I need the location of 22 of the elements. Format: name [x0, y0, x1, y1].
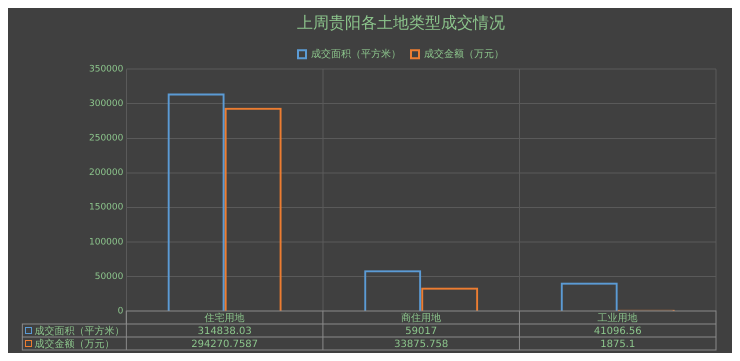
data-label: 41096.56: [594, 326, 642, 338]
data-label: 33875.758: [394, 339, 448, 350]
y-tick-label: 300000: [88, 99, 124, 110]
y-tick-label: 100000: [88, 237, 124, 248]
legend-label: 成交金额（万元）: [424, 48, 504, 60]
data-label: 294270.7587: [191, 339, 258, 350]
x-tick-label: 住宅用地: [204, 312, 245, 324]
text: 成交面积（平方米）: [34, 326, 124, 338]
y-tick-label: 250000: [88, 134, 124, 144]
data-label: 59017: [405, 326, 438, 338]
data-label: 314838.03: [198, 326, 252, 338]
chart-title: 上周贵阳各土地类型成交情况: [297, 12, 505, 32]
y-tick-label: 50000: [94, 272, 124, 282]
y-tick-label: 200000: [88, 168, 124, 178]
y-tick-label: 150000: [88, 202, 124, 213]
x-tick-label: 商住用地: [401, 312, 442, 324]
text: 成交金额（万元）: [34, 339, 114, 350]
x-tick-label: 工业用地: [598, 312, 638, 324]
y-tick-label: 0: [118, 306, 124, 316]
legend-label: 成交面积（平方米）: [311, 48, 401, 60]
y-tick-label: 350000: [88, 64, 124, 75]
data-label: 1875.1: [600, 339, 636, 350]
